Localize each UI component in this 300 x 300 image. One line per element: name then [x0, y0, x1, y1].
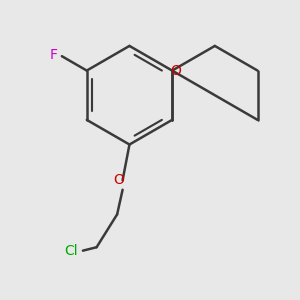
Text: O: O	[170, 64, 181, 78]
Text: Cl: Cl	[64, 244, 77, 258]
Text: F: F	[50, 48, 58, 62]
Text: O: O	[114, 173, 124, 187]
